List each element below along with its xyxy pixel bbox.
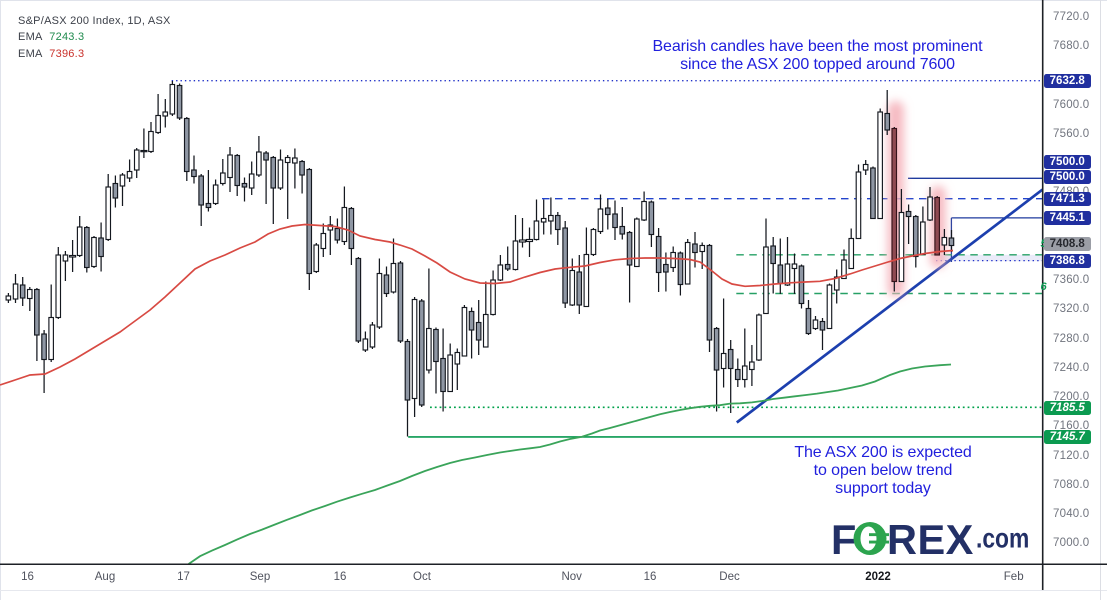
- svg-text:REX: REX: [887, 516, 974, 560]
- svg-text:.com: .com: [976, 524, 1029, 554]
- svg-text:F: F: [831, 516, 856, 560]
